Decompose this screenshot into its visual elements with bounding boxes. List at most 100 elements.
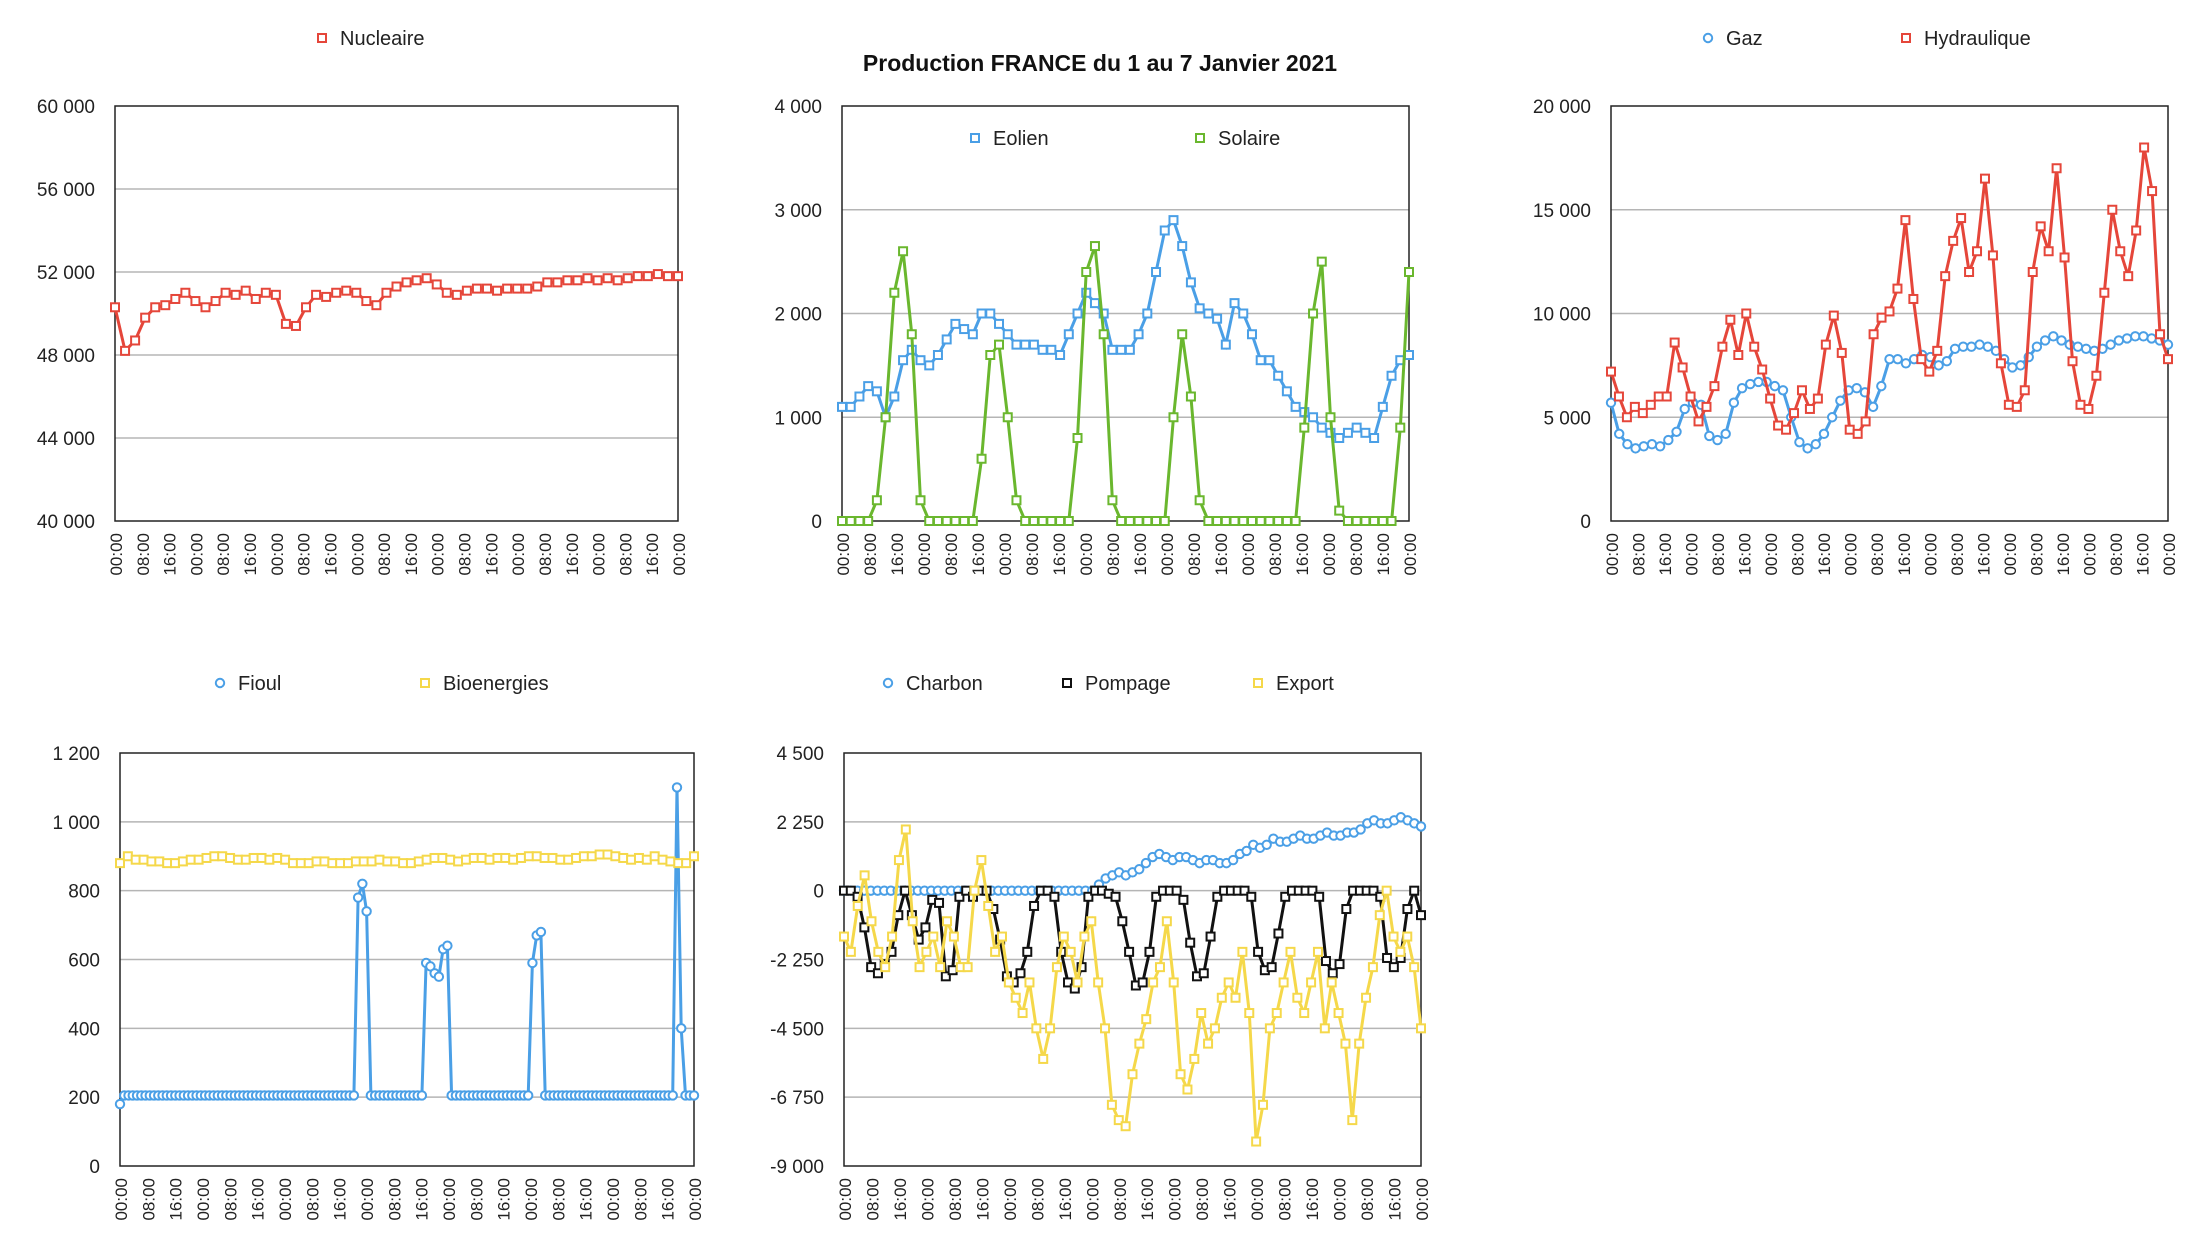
- data-point: [1308, 412, 1319, 423]
- x-tick-label: 00:00: [1413, 1178, 1432, 1221]
- data-point: [264, 854, 275, 865]
- data-point: [240, 854, 251, 865]
- data-point: [1876, 380, 1887, 392]
- data-point: [1765, 393, 1776, 404]
- data-point: [256, 852, 267, 863]
- data-point: [1404, 267, 1414, 277]
- data-point: [665, 856, 676, 867]
- data-point: [451, 289, 462, 300]
- data-point: [1402, 931, 1413, 942]
- legend-entry-hydraulique: Hydraulique: [1901, 28, 2031, 50]
- data-point: [547, 852, 558, 863]
- x-tick-label: 08:00: [1266, 533, 1285, 576]
- legend-marker: [317, 33, 327, 43]
- x-tick-label: 16:00: [1138, 1178, 1157, 1221]
- data-point: [1229, 298, 1240, 309]
- series-line: [844, 885, 1423, 992]
- data-point: [1948, 235, 1959, 246]
- data-point: [1046, 516, 1057, 526]
- data-point: [301, 302, 312, 313]
- data-point: [1133, 329, 1144, 340]
- data-point: [612, 275, 623, 286]
- legend-label: Eolien: [993, 128, 1049, 150]
- data-point: [250, 293, 261, 304]
- legend-entry-nucleaire: Nucleaire: [317, 28, 424, 50]
- data-point: [1264, 516, 1275, 526]
- legend-label: Solaire: [1218, 128, 1280, 150]
- data-point: [343, 858, 354, 869]
- data-point: [1022, 946, 1033, 957]
- data-point: [1325, 412, 1336, 423]
- data-point: [500, 852, 511, 863]
- data-point: [845, 946, 856, 957]
- data-point: [1159, 516, 1170, 526]
- series-fioul: [114, 782, 700, 1110]
- x-tick-label: 16:00: [888, 533, 907, 576]
- data-point: [382, 856, 393, 867]
- data-point: [1818, 428, 1830, 440]
- data-point: [1151, 267, 1162, 277]
- x-tick-label: 00:00: [686, 1178, 705, 1221]
- data-point: [676, 1023, 687, 1034]
- data-point: [1693, 416, 1704, 427]
- data-point: [352, 892, 364, 903]
- data-point: [863, 516, 874, 526]
- data-point: [1098, 308, 1109, 319]
- data-point: [1374, 910, 1385, 921]
- series-bioenergies: [115, 849, 699, 869]
- data-point: [1229, 516, 1240, 526]
- data-point: [1745, 378, 1756, 390]
- data-point: [633, 852, 644, 863]
- data-point: [1194, 303, 1205, 314]
- data-point: [217, 851, 228, 862]
- data-point: [942, 916, 953, 927]
- data-point: [1266, 962, 1277, 973]
- data-point: [2056, 335, 2067, 346]
- data-point: [1106, 1099, 1117, 1110]
- x-tick-label: 08:00: [1185, 533, 1204, 576]
- data-point: [1148, 977, 1159, 988]
- data-point: [1083, 891, 1094, 902]
- data-point: [1020, 516, 1031, 526]
- legend-entry-bioenergies: Bioenergies: [420, 673, 549, 695]
- data-point: [1086, 916, 1097, 927]
- data-point: [985, 350, 996, 360]
- data-point: [673, 858, 684, 869]
- data-point: [1058, 931, 1069, 942]
- data-point: [1063, 977, 1074, 988]
- data-point: [468, 852, 479, 863]
- data-point: [1360, 516, 1371, 526]
- data-point: [130, 335, 141, 346]
- x-tick-label: 00:00: [358, 1178, 377, 1221]
- data-point: [2107, 204, 2118, 215]
- x-tick-label: 00:00: [996, 533, 1015, 576]
- data-point: [602, 849, 613, 860]
- data-point: [1116, 516, 1127, 526]
- x-tick-label: 08:00: [2027, 533, 2046, 576]
- data-point: [657, 854, 668, 865]
- data-point: [1281, 516, 1292, 526]
- y-tick-label: -9 000: [770, 1157, 824, 1178]
- data-point: [610, 851, 621, 862]
- data-point: [1161, 916, 1172, 927]
- data-point: [1360, 427, 1371, 438]
- data-point: [1281, 386, 1292, 397]
- x-tick-label: 00:00: [2080, 533, 2099, 576]
- data-point: [932, 516, 943, 526]
- legend-marker: [970, 133, 980, 143]
- data-point: [871, 386, 882, 397]
- data-point: [887, 931, 898, 942]
- data-point: [1369, 433, 1380, 443]
- data-point: [210, 296, 221, 307]
- data-point: [522, 283, 533, 294]
- data-point: [1177, 329, 1188, 340]
- x-tick-label: 08:00: [631, 1178, 650, 1221]
- data-point: [1361, 992, 1372, 1003]
- data-point: [1098, 329, 1109, 340]
- legend-marker: [1702, 32, 1714, 44]
- x-tick-label: 08:00: [946, 1178, 965, 1221]
- data-point: [2163, 354, 2173, 365]
- x-tick-label: 16:00: [1056, 1178, 1075, 1221]
- data-point: [2048, 331, 2059, 342]
- data-point: [976, 308, 987, 319]
